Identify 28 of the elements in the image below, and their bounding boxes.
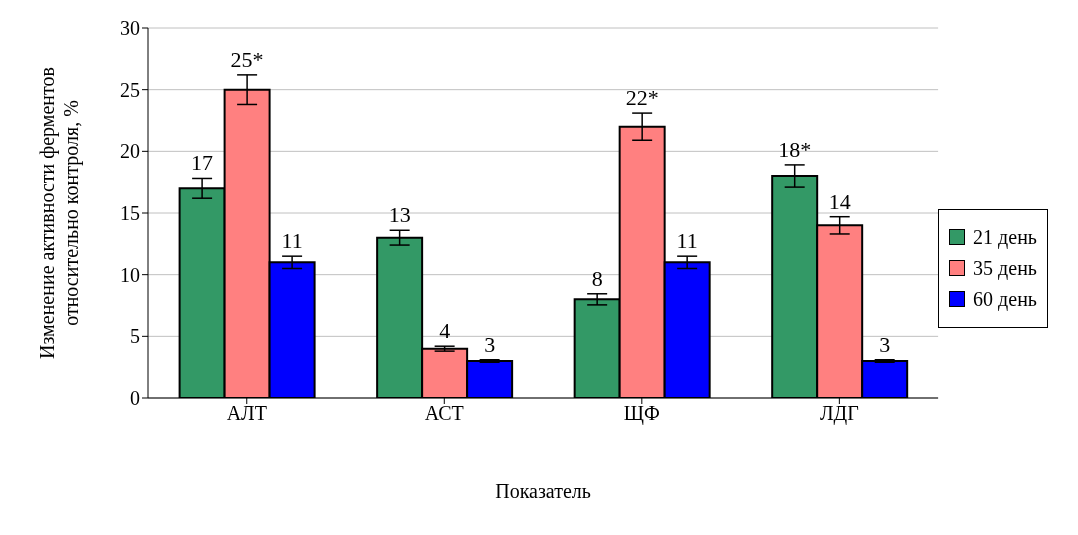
legend-label: 35 день (973, 256, 1037, 280)
data-label: 17 (191, 150, 214, 176)
data-label: 25* (230, 46, 264, 72)
y-tick-label: 30 (120, 17, 140, 40)
x-tick-label: АЛТ (226, 402, 267, 425)
data-label: 3 (484, 331, 496, 357)
y-tick-label: 15 (120, 202, 140, 225)
x-axis-title: Показатель (495, 480, 591, 502)
data-label: 11 (281, 228, 303, 254)
x-tick-label: ЩФ (623, 402, 660, 426)
data-label: 3 (879, 331, 891, 357)
legend-label: 21 день (973, 225, 1037, 249)
y-tick-label: 10 (120, 263, 140, 286)
x-tick-label: АСТ (424, 402, 464, 425)
y-tick-label: 20 (120, 140, 140, 163)
y-tick-label: 0 (130, 387, 140, 410)
legend-label: 60 день (973, 287, 1037, 311)
data-label: 14 (828, 188, 851, 214)
y-axis-title: Изменение активности ферментов относительно контроля, % (36, 67, 83, 359)
data-label: 8 (591, 265, 603, 291)
x-tick-label: ЛДГ (819, 402, 859, 426)
data-label: 11 (676, 228, 698, 254)
data-label: 22* (625, 85, 659, 111)
data-label: 18* (778, 136, 812, 162)
data-label: 4 (439, 318, 451, 344)
y-tick-label: 25 (120, 78, 140, 101)
y-tick-label: 5 (130, 325, 140, 348)
data-label: 13 (388, 202, 411, 228)
